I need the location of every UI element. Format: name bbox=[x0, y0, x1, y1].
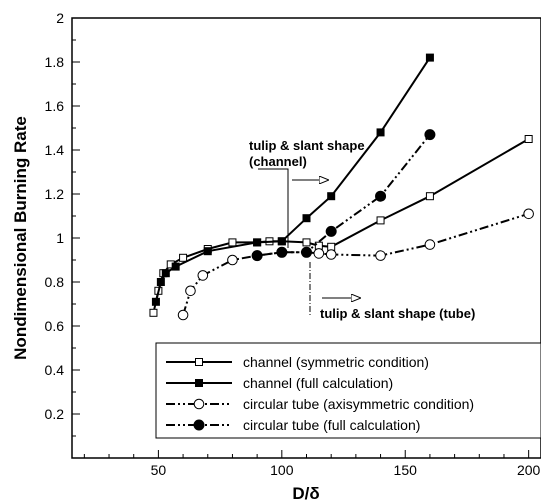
series-2-point bbox=[156, 278, 165, 286]
series-3-point bbox=[313, 248, 325, 259]
legend-label-3: circular tube (axisymmetric condition) bbox=[243, 396, 474, 412]
legend-box bbox=[155, 342, 541, 439]
series-1-point bbox=[149, 308, 158, 317]
legend-label-4: circular tube (full calculation) bbox=[243, 417, 420, 433]
series-2 bbox=[151, 53, 434, 306]
series-4 bbox=[251, 129, 436, 262]
series-4-point bbox=[424, 129, 436, 141]
series-3-point bbox=[227, 254, 238, 266]
series-2-point bbox=[425, 53, 434, 62]
channel-annotation-line2: (channel) bbox=[249, 154, 307, 169]
x-tick-label: 100 bbox=[270, 462, 294, 478]
series-3 bbox=[177, 208, 534, 321]
series-1-line bbox=[152, 138, 530, 314]
series-2-point bbox=[376, 128, 385, 137]
y-tick-label: 0.8 bbox=[45, 274, 65, 290]
series-1-point bbox=[524, 135, 533, 143]
legend-marker-1 bbox=[195, 358, 203, 366]
series-2-point bbox=[253, 238, 262, 247]
x-tick-label: 200 bbox=[517, 462, 541, 478]
channel-annotation-pointer bbox=[258, 168, 289, 248]
series-2-point bbox=[302, 214, 311, 223]
series-2-point bbox=[161, 269, 170, 278]
y-tick-label: 0.2 bbox=[45, 406, 65, 422]
x-tick-label: 50 bbox=[151, 462, 167, 478]
series-1-point bbox=[179, 253, 188, 262]
series-4-point bbox=[251, 250, 263, 262]
series-2-point bbox=[277, 237, 286, 246]
legend-label-2: channel (full calculation) bbox=[243, 375, 393, 391]
series-3-point bbox=[325, 249, 337, 260]
series-4-line bbox=[256, 133, 431, 257]
series-3-point bbox=[185, 285, 196, 297]
series-3-point bbox=[177, 309, 189, 321]
legend-marker-4 bbox=[193, 419, 205, 431]
y-tick-label: 0.6 bbox=[45, 318, 65, 334]
y-tick-label: 1.2 bbox=[45, 186, 65, 202]
series-3-point bbox=[523, 208, 534, 220]
series-2-point bbox=[327, 192, 336, 201]
legend-marker-3 bbox=[193, 398, 205, 410]
series-2-point bbox=[151, 297, 160, 306]
series-2-point bbox=[203, 247, 212, 256]
series-1-point bbox=[228, 238, 237, 247]
y-tick-label: 1.8 bbox=[45, 54, 65, 70]
legend-label-1: channel (symmetric condition) bbox=[243, 354, 429, 370]
legend-marker-2 bbox=[195, 379, 203, 387]
x-tick-label: 150 bbox=[394, 462, 418, 478]
y-tick-label: 1.4 bbox=[45, 142, 65, 158]
series-1-point bbox=[425, 192, 434, 201]
series-2-point bbox=[171, 262, 180, 271]
series-4-point bbox=[375, 190, 387, 202]
tube-annotation-text: tulip & slant shape (tube) bbox=[320, 306, 475, 321]
series-3-line bbox=[182, 212, 529, 316]
y-tick-label: 1 bbox=[56, 230, 64, 246]
channel-annotation-line1: tulip & slant shape bbox=[249, 138, 365, 153]
y-tick-label: 2 bbox=[56, 10, 64, 26]
series-4-point bbox=[325, 225, 337, 237]
series-1-point bbox=[376, 216, 385, 225]
series-4-point bbox=[276, 246, 288, 258]
series-4-point bbox=[301, 246, 312, 258]
legend: channel (symmetric condition) channel (fu… bbox=[155, 342, 541, 439]
x-axis-title: D/δ bbox=[292, 484, 319, 501]
y-tick-label: 1.6 bbox=[45, 98, 65, 114]
series-3-point bbox=[197, 270, 209, 281]
series-3-point bbox=[424, 239, 436, 250]
series-1-point bbox=[302, 238, 311, 247]
series-3-point bbox=[375, 250, 386, 261]
y-tick-label: 0.4 bbox=[45, 362, 65, 378]
series-1 bbox=[149, 135, 533, 317]
y-axis-title: Nondimensional Burning Rate bbox=[11, 116, 30, 360]
